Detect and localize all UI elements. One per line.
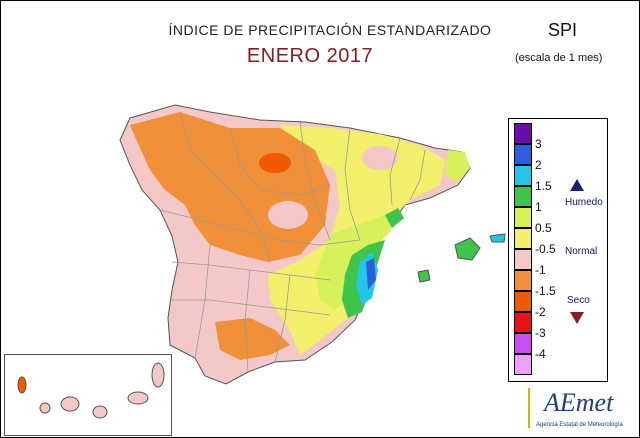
legend-tick-label: 3 xyxy=(535,137,542,151)
legend-swatch xyxy=(514,207,532,228)
index-code: SPI xyxy=(548,20,578,40)
legend-tick-label: -2 xyxy=(535,305,546,319)
map-title: ÍNDICE DE PRECIPITACIÓN ESTANDARIZADO xyxy=(168,22,492,38)
island-mallorca xyxy=(454,237,481,261)
island-ibiza xyxy=(417,269,431,283)
legend-normal-label: Normal xyxy=(565,246,598,257)
legend-tick-label: -1.5 xyxy=(535,284,556,298)
legend-tick-label: -3 xyxy=(535,326,546,340)
region-normal-spot-n xyxy=(362,146,398,170)
legend-swatch xyxy=(514,165,532,186)
legend-humid-label: Humedo xyxy=(565,197,603,208)
legend-swatch xyxy=(514,249,532,270)
legend-swatch xyxy=(514,123,532,144)
logo-caption: Agencia Estatal de Meteorología xyxy=(536,422,623,428)
region-humid-north xyxy=(445,150,470,182)
legend-swatch xyxy=(514,291,532,312)
dry-arrow-icon xyxy=(570,312,584,324)
logo-wordmark: AEmet xyxy=(544,388,614,417)
legend-swatch xyxy=(514,270,532,291)
legend-tick-label: 1 xyxy=(535,200,542,214)
legend-tick-label: 1.5 xyxy=(535,179,552,193)
region-dry-mod-south xyxy=(215,318,290,360)
map-subtitle: ENERO 2017 xyxy=(246,45,374,67)
canary-inset-frame xyxy=(4,354,172,436)
province-borders xyxy=(159,111,426,373)
region-humid-ne xyxy=(385,208,404,228)
scale-note: (escala de 1 mes) xyxy=(515,52,603,64)
legend-swatch xyxy=(514,144,532,165)
legend-tick-label: -4 xyxy=(535,347,546,361)
region-extreme-humid xyxy=(366,258,376,290)
logo-accent-bar xyxy=(528,388,530,428)
aemet-logo: AEmet Agencia Estatal de Meteorología xyxy=(526,384,626,434)
region-normal-hole xyxy=(268,201,308,229)
legend-swatch xyxy=(514,333,532,354)
legend-tick-label: -0.5 xyxy=(535,242,556,256)
region-dry-severe xyxy=(259,153,291,173)
humid-arrow-icon xyxy=(570,179,584,191)
legend-swatch xyxy=(514,228,532,249)
legend-tick-label: 2 xyxy=(535,158,542,172)
legend-tick-label: -1 xyxy=(535,263,546,277)
legend: 3 2 1.5 1 0.5 -0.5 -1 -1.5 -2 -3 -4 Humedo Normal … xyxy=(508,118,608,382)
legend-swatch xyxy=(514,312,532,333)
legend-swatch xyxy=(514,186,532,207)
legend-swatch xyxy=(514,354,532,375)
canary-islands xyxy=(17,362,165,419)
legend-tick-label: 0.5 xyxy=(535,221,552,235)
legend-dry-label: Seco xyxy=(567,295,590,306)
island-menorca xyxy=(489,233,506,243)
